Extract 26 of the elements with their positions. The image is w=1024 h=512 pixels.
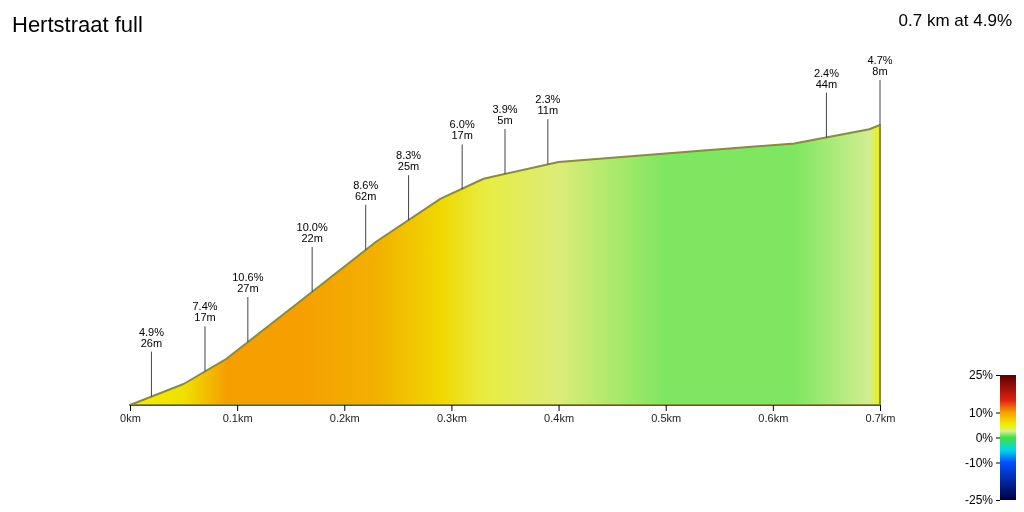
annotation: 2.4% 44m xyxy=(813,66,840,90)
x-tick-label: 0.5km xyxy=(651,411,682,424)
color-bar-label: -25% xyxy=(964,493,994,508)
annotation: 8.3% 25m xyxy=(396,149,422,173)
x-tick-label: 0.1km xyxy=(222,411,253,424)
x-tick-label: 0km xyxy=(120,411,141,424)
annotation: 4.9% 26m xyxy=(138,325,165,349)
annotation: 2.3% 11m xyxy=(535,93,561,117)
annotation: 6.0% 17m xyxy=(449,118,475,142)
annotation: 10.0% 22m xyxy=(296,220,328,244)
annotation: 3.9% 5m xyxy=(492,103,518,126)
color-bar-label: -10% xyxy=(964,455,994,470)
x-tick-label: 0.2km xyxy=(329,411,360,424)
annotation: 7.4% 17m xyxy=(192,300,218,324)
chart-title: Hertstraat full xyxy=(12,12,143,37)
annotation: 8.6% 62m xyxy=(353,178,379,202)
text: 0.7 km at 4.9% xyxy=(898,11,1012,30)
color-bar-label: 0% xyxy=(975,430,994,445)
x-tick-label: 0.4km xyxy=(544,411,575,424)
color-bar-label: 10% xyxy=(968,405,994,420)
x-tick-label: 0.3km xyxy=(436,411,467,424)
x-tick-label: 0.6km xyxy=(758,411,789,424)
color-bar-label: 25% xyxy=(968,368,994,383)
annotation: 4.7% 8m xyxy=(867,54,893,77)
annotation: 10.6% 27m xyxy=(232,271,264,294)
x-tick-label: 0.7km xyxy=(865,411,896,424)
